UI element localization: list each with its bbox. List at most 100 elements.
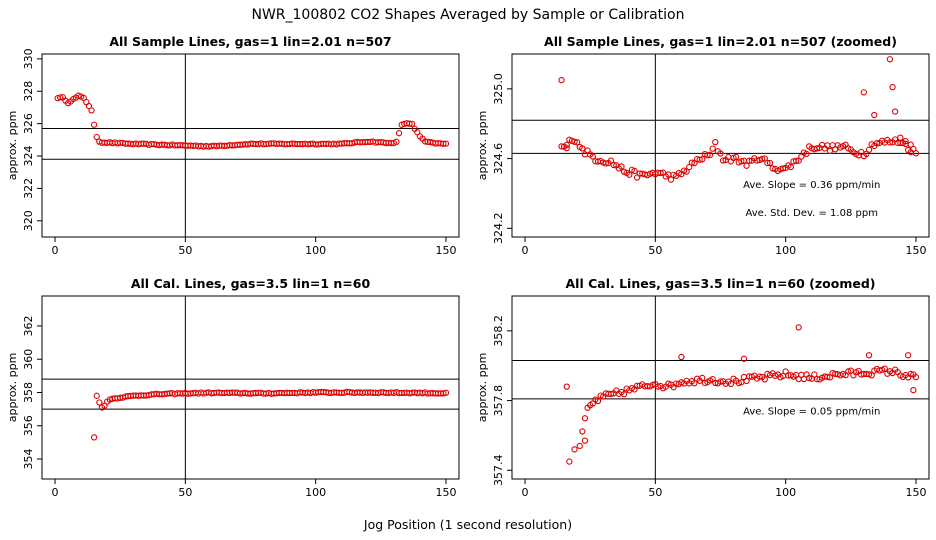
data-point [706,151,714,159]
data-point [101,402,108,409]
data-point [805,374,813,382]
y-tick-label: 322 [22,178,35,199]
data-point [746,157,753,164]
y-axis-label: approx. ppm [476,111,489,181]
data-point [719,157,727,164]
x-tick-label: 0 [522,244,529,257]
data-point [691,380,698,387]
y-tick-label: 360 [22,349,35,370]
data-point [686,163,693,171]
data-point [803,150,810,158]
y-tick-label: 324.2 [492,213,505,245]
x-tick-label: 100 [305,486,326,499]
annotation-text: Ave. Slope = 0.05 ppm/min [743,407,880,418]
x-tick-label: 50 [178,486,192,499]
x-tick-label: 150 [435,486,456,499]
data-point [442,140,450,147]
data-point [759,155,766,163]
y-tick-label: 330 [22,48,35,69]
data-point [743,162,750,169]
data-point [620,391,628,398]
data-point [558,76,565,84]
data-point [93,392,100,399]
data-point [88,107,95,114]
data-point [90,434,98,441]
y-tick-label: 362 [22,315,35,336]
panel-title: All Cal. Lines, gas=3.5 lin=1 n=60 [131,276,371,291]
data-point [574,139,581,146]
data-point [743,377,750,385]
data-point [860,89,867,96]
data-point [886,56,894,63]
data-point [626,171,633,178]
x-tick-label: 100 [775,486,796,499]
plot-frame [511,295,930,480]
data-point [571,138,578,145]
data-point [667,176,675,183]
x-tick-label: 0 [52,244,59,257]
data-point [865,146,873,153]
data-point [905,352,912,359]
chart-panel-3: All Cal. Lines, gas=3.5 lin=1 n=60 0 50 100… [6,276,460,499]
x-tick-label: 150 [905,244,926,257]
data-point [868,372,875,379]
data-point [717,150,724,157]
data-point [440,390,447,397]
data-point [769,165,776,172]
y-tick-label: 324 [22,146,35,167]
y-tick-label: 356 [22,415,35,436]
y-axis-label: approx. ppm [6,353,19,423]
y-axis-label: approx. ppm [6,111,19,181]
data-point [740,355,748,362]
data-point [406,120,413,127]
data-point [891,108,899,115]
data-point [873,140,881,147]
data-point [566,458,573,465]
data-point [571,446,578,453]
panel-title: All Cal. Lines, gas=3.5 lin=1 n=60 (zoom… [566,276,876,291]
data-point [865,352,873,359]
data-point [756,373,763,380]
data-point [766,159,774,167]
data-point [696,156,703,163]
data-point [594,397,602,405]
data-point [683,168,690,175]
data-point [442,389,450,396]
data-point [704,152,711,159]
figure-title: NWR_100802 CO2 Shapes Averaged by Sample… [251,7,684,23]
data-point [912,373,920,381]
data-point [795,324,802,331]
data-point [393,138,400,145]
data-point [871,111,878,119]
data-point [699,156,706,163]
x-tick-label: 150 [435,244,456,257]
data-point [907,370,914,378]
data-point [576,442,583,450]
x-tick-label: 0 [52,486,59,499]
data-point [581,437,589,444]
y-tick-label: 358 [22,382,35,403]
plot-frame [511,53,930,238]
chart-panel-4: All Cal. Lines, gas=3.5 lin=1 n=60 (zoom… [476,276,930,499]
data-point [678,353,685,361]
data-point [811,371,818,378]
data-point [96,399,103,406]
data-point [618,163,625,170]
x-tick-label: 50 [648,244,662,257]
data-point [735,379,742,387]
x-tick-label: 100 [305,244,326,257]
chart-panels: All Sample Lines, gas=1 lin=2.01 n=507 0 5… [6,34,930,499]
data-point [886,139,894,146]
y-axis-label: approx. ppm [476,353,489,423]
annotation-text: Ave. Std. Dev. = 1.08 ppm [745,208,877,219]
y-tick-label: 325.0 [492,73,505,105]
data-point [717,378,724,385]
y-tick-label: 354 [22,449,35,470]
data-point [912,150,920,157]
data-point [907,141,914,148]
data-point [779,165,787,172]
data-point [845,368,852,375]
y-tick-label: 320 [22,210,35,231]
data-point [712,138,719,146]
